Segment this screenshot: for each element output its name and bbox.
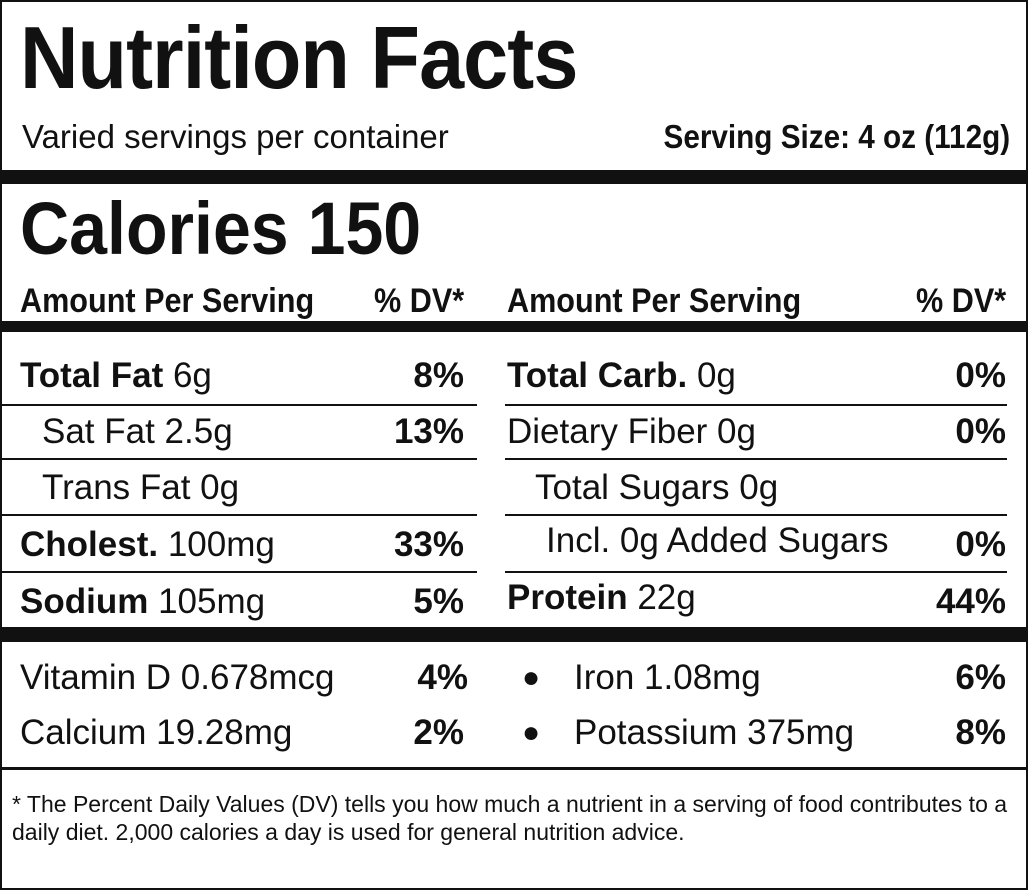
calories-label: Calories <box>20 187 289 270</box>
potassium-dv: 8% <box>955 713 1006 752</box>
divider <box>505 458 1007 460</box>
trans-fat-name: Trans Fat 0g <box>42 468 240 507</box>
cholesterol-row: Cholest. 100mg <box>20 527 275 562</box>
sodium-name: Sodium <box>20 582 149 621</box>
bullet-icon: ● <box>522 661 541 694</box>
label-title: Nutrition Facts <box>20 8 578 107</box>
total-fat-name: Total Fat <box>20 356 164 395</box>
divider <box>2 571 477 573</box>
vitamin-d-name: Vitamin D 0.678mcg <box>20 658 335 697</box>
calcium-name: Calcium 19.28mg <box>20 713 293 752</box>
divider <box>505 404 1007 406</box>
thick-divider-vitamins <box>2 627 1026 642</box>
iron-name: Iron 1.08mg <box>574 658 761 697</box>
protein-amount: 22g <box>637 578 696 617</box>
sat-fat-dv: 13% <box>393 412 464 451</box>
sodium-row: Sodium 105mg <box>20 584 265 619</box>
servings-per-container: Varied servings per container <box>22 118 449 155</box>
vitamin-d-dv: 4% <box>417 658 468 697</box>
total-carb-dv: 0% <box>955 356 1006 395</box>
added-sugars-name: Incl. 0g Added Sugars <box>546 521 889 560</box>
divider <box>2 404 477 406</box>
footnote: * The Percent Daily Values (DV) tells yo… <box>12 791 1008 846</box>
header-left-dv: % DV* <box>373 282 464 320</box>
dietary-fiber-name: Dietary Fiber 0g <box>507 412 756 451</box>
sat-fat-name: Sat Fat 2.5g <box>42 412 233 451</box>
dietary-fiber-dv: 0% <box>955 412 1006 451</box>
added-sugars-dv: 0% <box>955 525 1006 564</box>
serving-size: Serving Size: 4 oz (112g) <box>663 118 1010 155</box>
calories-row: Calories 150 <box>20 192 421 266</box>
total-carb-name: Total Carb. <box>507 356 688 395</box>
protein-name: Protein <box>507 578 628 617</box>
cholesterol-amount: 100mg <box>167 525 275 564</box>
total-fat-dv: 8% <box>413 356 464 395</box>
footnote-divider <box>2 767 1026 770</box>
header-left-amount: Amount Per Serving <box>20 282 315 320</box>
potassium-name: Potassium 375mg <box>574 713 855 752</box>
thick-divider-top <box>2 170 1026 184</box>
total-fat-amount: 6g <box>172 356 212 395</box>
calories-value: 150 <box>307 187 422 270</box>
header-right-amount: Amount Per Serving <box>507 282 802 320</box>
protein-row: Protein 22g <box>507 580 696 615</box>
total-fat-row: Total Fat 6g <box>20 358 212 393</box>
calcium-dv: 2% <box>413 713 464 752</box>
divider <box>2 514 477 516</box>
total-sugars-name: Total Sugars 0g <box>535 468 779 507</box>
divider <box>505 571 1007 573</box>
cholesterol-dv: 33% <box>393 525 464 564</box>
total-carb-amount: 0g <box>696 356 736 395</box>
divider <box>505 514 1007 516</box>
sodium-dv: 5% <box>413 582 464 621</box>
cholesterol-name: Cholest. <box>20 525 159 564</box>
protein-dv: 44% <box>935 582 1006 621</box>
total-carb-row: Total Carb. 0g <box>507 358 736 393</box>
iron-dv: 6% <box>955 658 1006 697</box>
divider <box>2 458 477 460</box>
bullet-icon: ● <box>522 716 541 749</box>
sodium-amount: 105mg <box>158 582 266 621</box>
thick-divider-nutrients <box>2 321 1026 332</box>
header-right-dv: % DV* <box>915 282 1006 320</box>
